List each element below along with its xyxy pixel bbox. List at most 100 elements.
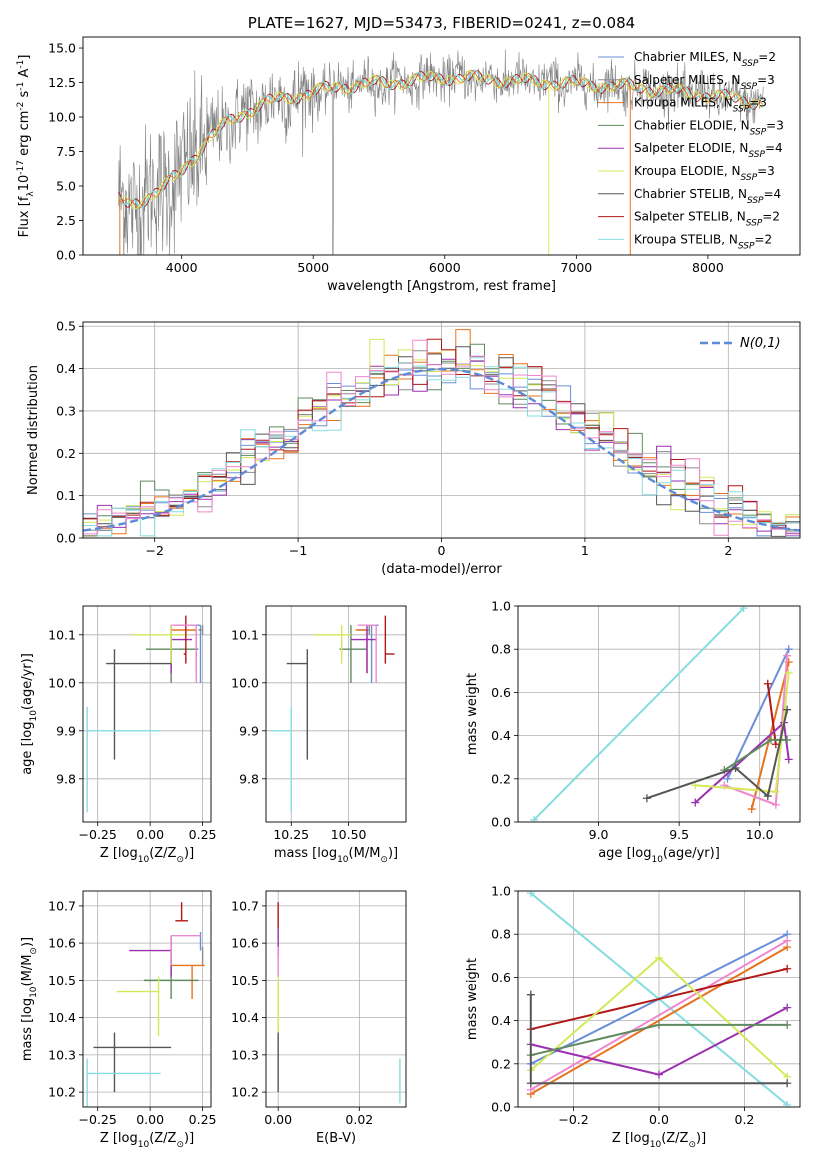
y-tick-label: 10.1 xyxy=(231,627,259,642)
series-marker xyxy=(739,606,748,613)
chart-spectrum: 4000 5000 6000 7000 8000 0.0 2.5 5.0 7.5 10.0 12.5… xyxy=(16,14,801,294)
y-tick-label: 0.4 xyxy=(491,728,511,743)
series-marker xyxy=(783,1100,792,1107)
y-axis-label: Flux [fλ10-17 erg cm-2 s-1 A-1] xyxy=(16,55,36,238)
histogram-series xyxy=(83,343,800,537)
series-marker xyxy=(784,645,793,654)
y-tick-label: 12.5 xyxy=(48,75,76,90)
series-line xyxy=(530,939,788,1091)
x-tick-label: 7000 xyxy=(560,260,592,275)
x-tick-label: 9.5 xyxy=(669,827,689,842)
x-axis-label: E(B-V) xyxy=(316,1131,356,1146)
series-marker xyxy=(763,679,772,688)
errorbar-point xyxy=(171,624,198,683)
x-tick-label: 8000 xyxy=(692,260,724,275)
axes-frame xyxy=(517,605,801,823)
y-axis-label: Normed distribution xyxy=(26,365,41,495)
chart-mass_vs_Z: −0.25 0.00 0.25 10.2 10.3 10.4 10.5 10.6 10.7 Z [… xyxy=(20,890,217,1150)
x-tick-label: 2 xyxy=(724,543,732,558)
errorbar-point xyxy=(133,625,188,664)
y-tick-label: 10.7 xyxy=(231,898,259,913)
legend: Chabrier MILES, NSSP=2 Salpeter MILES, NS… xyxy=(598,50,784,251)
x-axis-label: Z [log10(Z/Z⊙)] xyxy=(100,846,194,865)
y-tick-label: 0.1 xyxy=(56,488,76,503)
x-tick-label: 0.2 xyxy=(735,1112,755,1127)
errorbar-point xyxy=(314,625,351,664)
legend-entry: N(0,1) xyxy=(740,336,781,351)
x-tick-label: 0.00 xyxy=(136,1112,164,1127)
y-tick-label: 0.3 xyxy=(56,403,76,418)
y-tick-label: 0.2 xyxy=(56,446,76,461)
series-marker xyxy=(783,1079,792,1088)
y-tick-label: 0.2 xyxy=(491,771,511,786)
plot-area xyxy=(270,615,395,813)
series-marker xyxy=(763,792,772,801)
y-tick-label: 10.0 xyxy=(48,110,76,125)
x-tick-label: 0.00 xyxy=(264,1112,292,1127)
y-tick-label: 10.7 xyxy=(48,898,76,913)
y-tick-label: 1.0 xyxy=(491,884,511,899)
x-axis-label: mass [log10(M/M⊙)] xyxy=(274,846,398,865)
chart-title: PLATE=1627, MJD=53473, FIBERID=0241, z=0… xyxy=(248,14,635,32)
series-marker xyxy=(771,800,780,809)
x-tick-label: −0.25 xyxy=(79,827,117,842)
errorbar-point xyxy=(270,706,292,813)
x-tick-label: 0.02 xyxy=(345,1112,373,1127)
y-tick-label: 10.0 xyxy=(231,675,259,690)
errorbar-point xyxy=(183,615,187,664)
axes-frame xyxy=(517,890,801,1108)
series-marker xyxy=(655,953,663,962)
y-tick-label: 0.4 xyxy=(491,1013,511,1028)
plot-area xyxy=(530,606,793,822)
histogram-series xyxy=(83,338,800,529)
series-line xyxy=(646,709,789,800)
histogram-series xyxy=(83,346,800,537)
errorbar-point xyxy=(198,625,204,635)
errorbar-point xyxy=(384,615,395,664)
x-axis-label: wavelength [Angstrom, rest frame] xyxy=(327,279,556,294)
y-tick-label: 2.5 xyxy=(56,213,76,228)
x-tick-label: 4000 xyxy=(166,260,198,275)
x-tick-label: −0.25 xyxy=(79,1112,117,1127)
x-tick-label: 10.50 xyxy=(331,827,367,842)
legend-entry: Chabrier ELODIE, NSSP=3 xyxy=(634,118,784,137)
y-tick-label: 10.2 xyxy=(231,1085,259,1100)
y-tick-label: 10.5 xyxy=(48,973,76,988)
y-tick-label: 15.0 xyxy=(48,41,76,56)
y-tick-label: 7.5 xyxy=(56,144,76,159)
axes-frame xyxy=(82,605,212,823)
chart-massweight_vs_Z: −0.2 0.0 0.2 0.0 0.2 0.4 0.6 0.8 1.0 Z [log10(Z/Z… xyxy=(465,884,801,1150)
chart-massweight_vs_age: 9.0 9.5 10.0 0.0 0.2 0.4 0.6 0.8 1.0 age [log10(a… xyxy=(465,599,801,865)
x-tick-label: 0.25 xyxy=(189,827,217,842)
normal-curve xyxy=(83,367,800,532)
errorbar-point xyxy=(350,625,377,674)
y-tick-label: 9.9 xyxy=(239,723,259,738)
y-tick-label: 0.6 xyxy=(491,970,511,985)
y-tick-label: 0.4 xyxy=(56,361,76,376)
y-tick-label: 1.0 xyxy=(491,599,511,614)
series-marker xyxy=(655,1070,663,1079)
x-tick-label: 10.25 xyxy=(273,827,309,842)
y-tick-label: 5.0 xyxy=(56,179,76,194)
y-tick-label: 0.8 xyxy=(491,642,511,657)
y-tick-label: 10.3 xyxy=(48,1047,76,1062)
series-marker xyxy=(526,990,535,999)
series-marker xyxy=(783,1020,792,1029)
y-axis-label: mass [log10(M/M⊙)] xyxy=(20,937,39,1061)
chart-mass_vs_ebv: 0.00 0.02 10.2 10.3 10.4 10.5 10.6 10.7 E(B-V) xyxy=(231,890,407,1146)
plot-area xyxy=(526,891,792,1107)
errorbar-point xyxy=(357,624,377,683)
series-marker xyxy=(642,794,651,803)
series-marker xyxy=(691,798,700,807)
y-tick-label: 0.5 xyxy=(56,319,76,334)
axes-frame xyxy=(265,890,407,1108)
axes-frame xyxy=(82,890,212,1108)
plot-area xyxy=(86,902,205,1107)
plot-area xyxy=(86,615,204,813)
x-tick-label: −0.2 xyxy=(558,1112,588,1127)
legend: N(0,1) xyxy=(700,336,781,351)
series-marker xyxy=(530,815,539,822)
legend-entry: Chabrier MILES, NSSP=2 xyxy=(634,50,776,69)
y-tick-label: 0.6 xyxy=(491,685,511,700)
histogram-series xyxy=(83,357,800,537)
